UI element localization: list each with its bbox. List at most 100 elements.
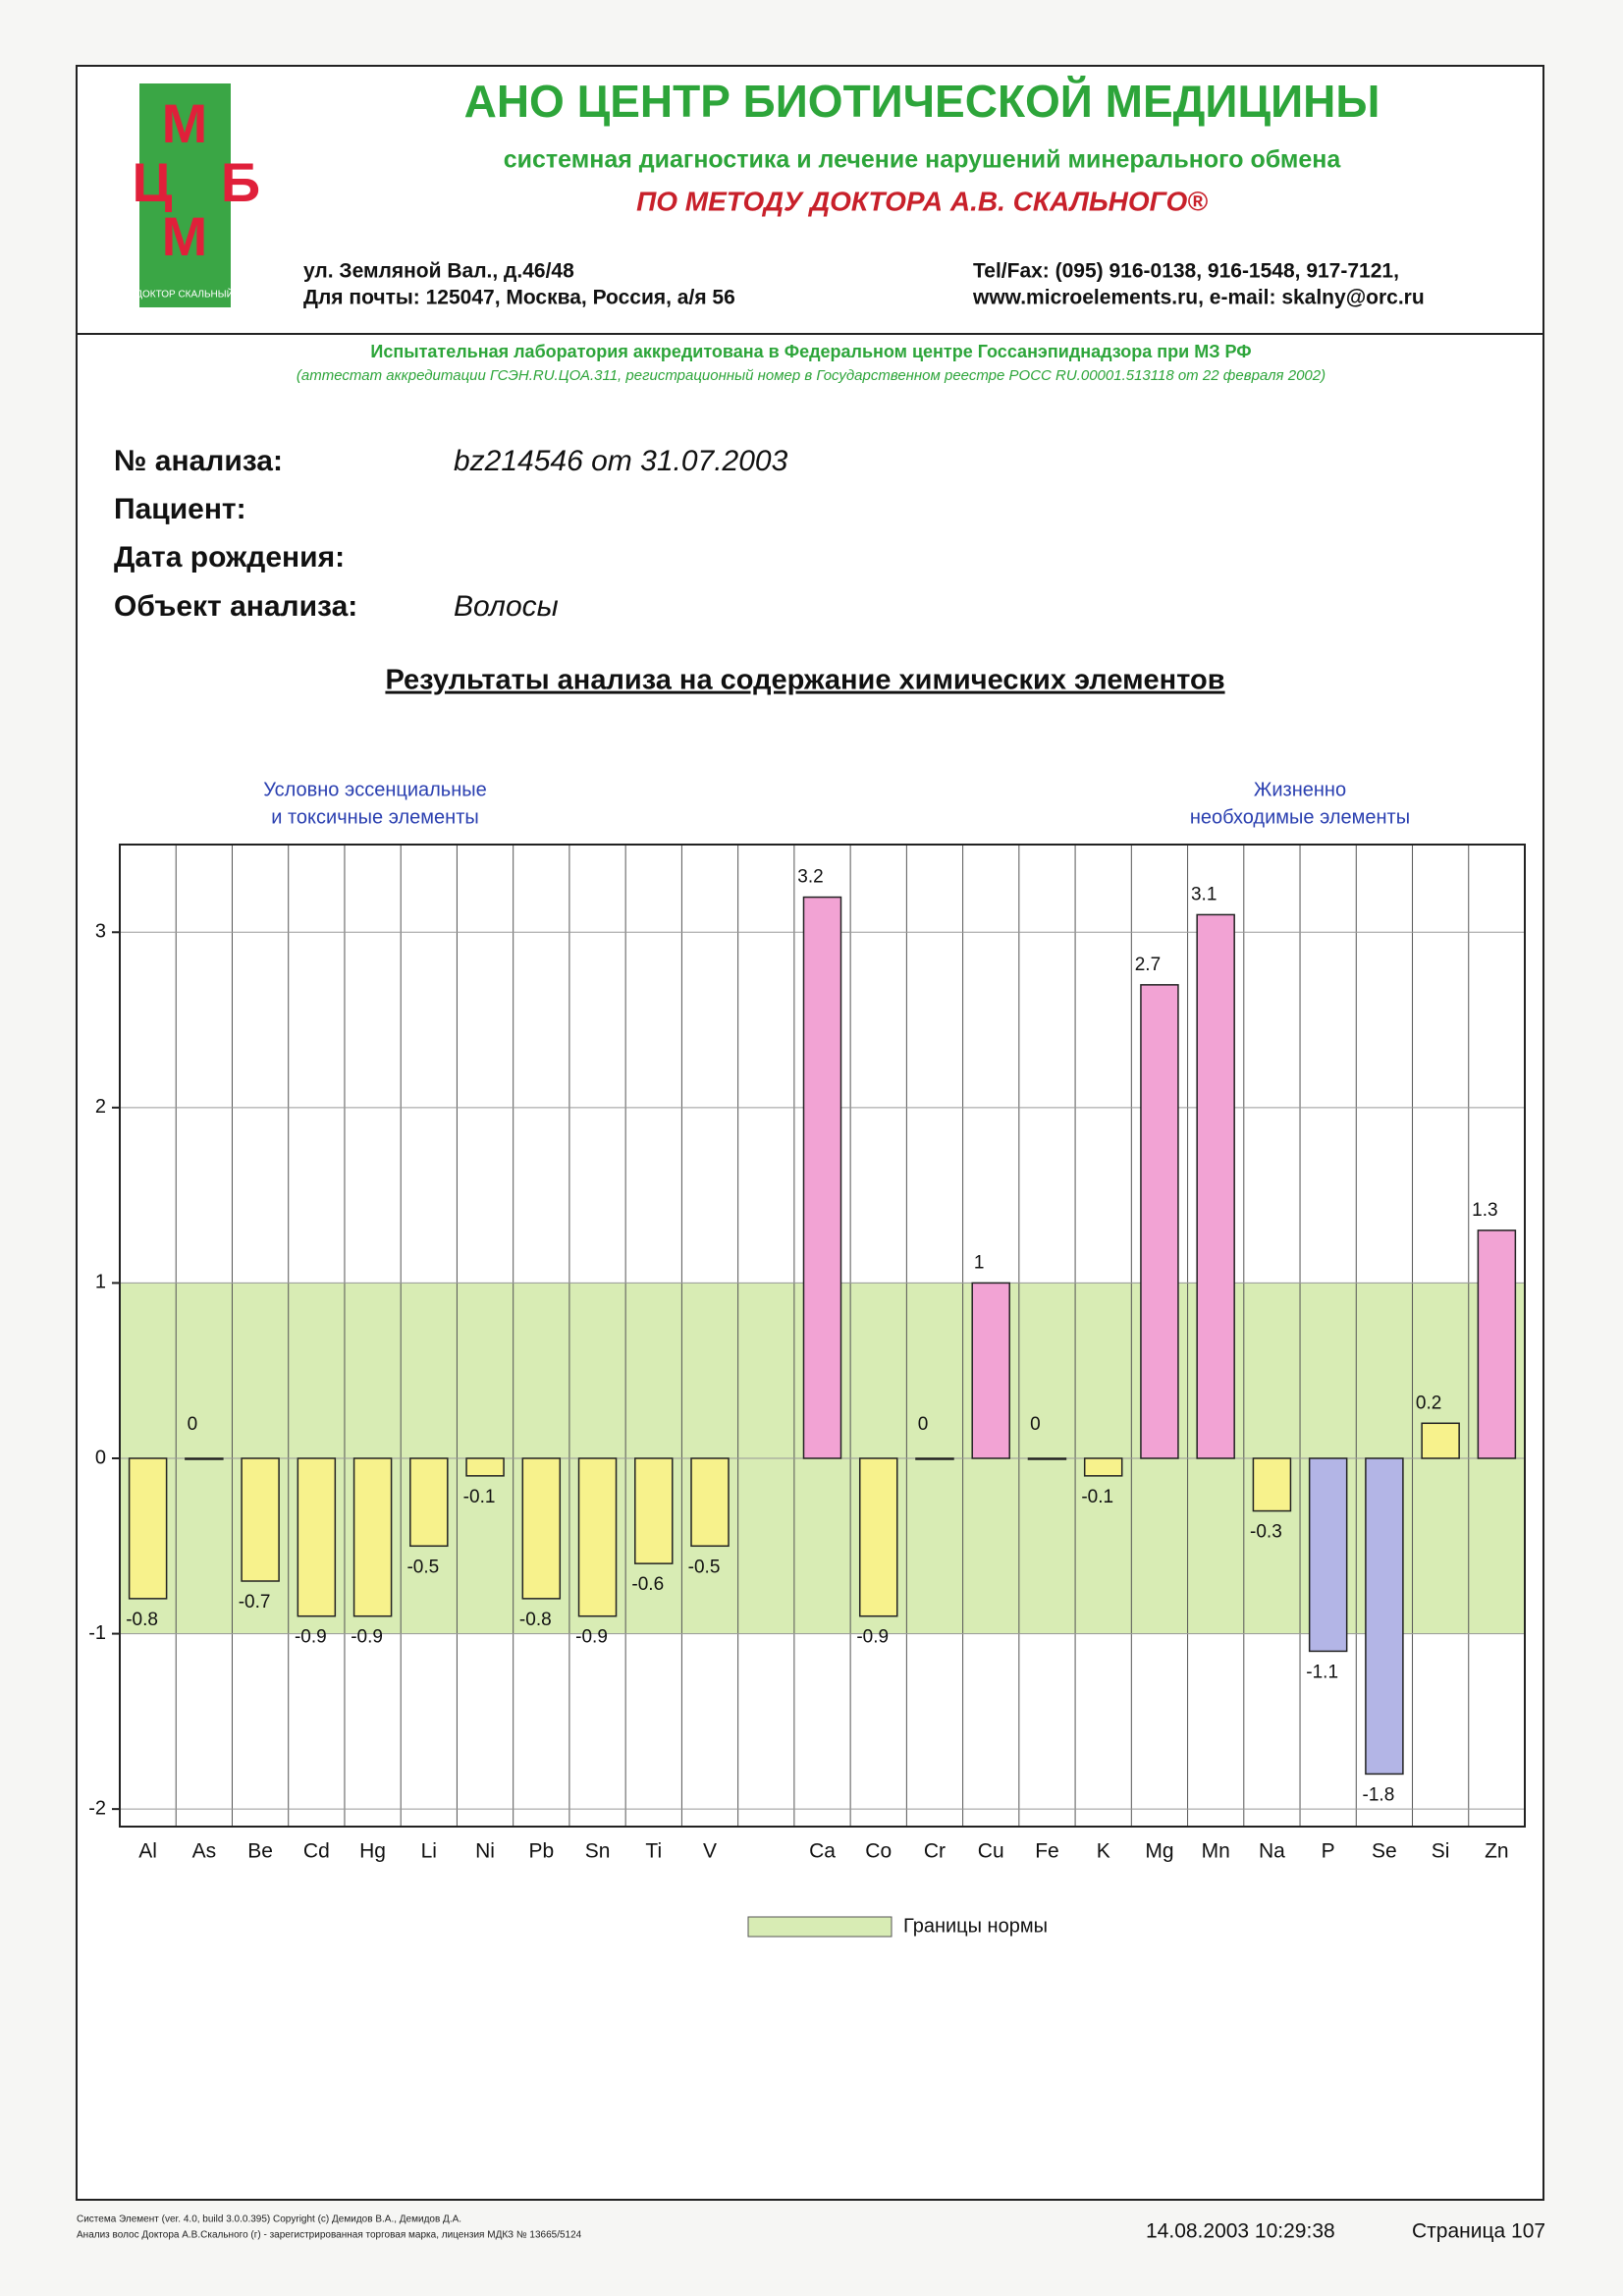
value-label: 0 [918, 1414, 929, 1435]
x-tick-label: Si [1432, 1840, 1450, 1863]
value-label: -0.6 [631, 1574, 664, 1595]
value-label: -0.5 [688, 1557, 721, 1577]
field-label: Дата рождения: [114, 541, 345, 574]
x-tick-label: Li [421, 1840, 437, 1863]
title: АНО ЦЕНТР БИОТИЧЕСКОЙ МЕДИЦИНЫ [464, 76, 1380, 127]
bar [1196, 913, 1235, 1459]
value-label: 3.2 [797, 867, 823, 888]
value-label: 1.3 [1472, 1200, 1497, 1221]
bar [971, 1282, 1010, 1459]
logo-letter: М [162, 92, 208, 154]
y-tick-label: -1 [88, 1622, 106, 1644]
contacts: Tel/Fax: (095) 916-0138, 916-1548, 917-7… [973, 260, 1399, 283]
bar [409, 1457, 449, 1548]
x-tick-label: Ca [809, 1840, 836, 1863]
y-tick-label: -2 [88, 1797, 106, 1819]
value-label: -0.1 [1081, 1487, 1113, 1507]
y-tick-label: 0 [95, 1447, 106, 1468]
x-tick-label: Zn [1485, 1840, 1509, 1863]
group-annotation: необходимые элементы [1190, 806, 1410, 828]
value-label: -0.9 [351, 1627, 383, 1648]
bar [634, 1457, 674, 1564]
group-annotation: Жизненно [1254, 779, 1346, 800]
subtitle: системная диагностика и лечение нарушени… [504, 146, 1342, 174]
x-tick-label: K [1097, 1840, 1110, 1863]
bar [465, 1457, 505, 1477]
x-tick-label: Ti [645, 1840, 662, 1863]
group-annotation: и токсичные элементы [271, 806, 478, 828]
logo-caption: ДОКТОР СКАЛЬНЫЙ [135, 288, 234, 301]
field-value: bz214546 от 31.07.2003 [454, 445, 788, 477]
x-tick-label: Be [247, 1840, 273, 1863]
value-label: 1 [974, 1252, 985, 1273]
value-label: -0.7 [239, 1592, 271, 1613]
value-label: -0.9 [575, 1627, 608, 1648]
value-label: 2.7 [1135, 955, 1161, 975]
bar [1421, 1422, 1460, 1459]
x-tick-label: As [192, 1840, 217, 1863]
method: ПО МЕТОДУ ДОКТОРА А.В. СКАЛЬНОГО® [636, 186, 1208, 216]
plot-border [119, 844, 1526, 1828]
value-label: -1.8 [1363, 1784, 1395, 1805]
y-tick-label: 1 [95, 1272, 106, 1293]
x-tick-label: Mn [1202, 1840, 1230, 1863]
value-label: 0 [1030, 1414, 1041, 1435]
address: ул. Земляной Вал., д.46/48 [303, 260, 574, 283]
x-tick-label: Cu [978, 1840, 1004, 1863]
footer-note: Анализ волос Доктора А.В.Скального (г) -… [77, 2230, 582, 2241]
y-tick-label: 2 [95, 1096, 106, 1118]
x-tick-label: Cr [924, 1840, 946, 1863]
x-tick-label: Pb [528, 1840, 554, 1863]
value-label: -0.8 [126, 1610, 158, 1630]
redaction [442, 489, 703, 577]
address: Для почты: 125047, Москва, Россия, а/я 5… [303, 287, 735, 309]
x-tick-label: Ni [475, 1840, 495, 1863]
x-tick-label: V [703, 1840, 717, 1863]
field-label: Объект анализа: [114, 590, 357, 623]
logo-letter: М [162, 205, 208, 267]
value-label: -0.8 [519, 1610, 552, 1630]
bar [128, 1457, 168, 1600]
value-label: -0.1 [463, 1487, 496, 1507]
bar [802, 896, 842, 1459]
x-tick-label: Mg [1145, 1840, 1173, 1863]
logo-letter: Ц [133, 151, 173, 213]
x-tick-label: Cd [303, 1840, 330, 1863]
value-label: 0.2 [1416, 1393, 1441, 1413]
legend-swatch [747, 1916, 893, 1938]
x-tick-label: P [1322, 1840, 1335, 1863]
footer-note: Система Элемент (ver. 4.0, build 3.0.0.3… [77, 2214, 461, 2225]
field-label: № анализа: [114, 445, 283, 477]
bar [1252, 1457, 1292, 1512]
certificate: (аттестат аккредитации ГСЭН.RU.ЦОА.311, … [297, 367, 1325, 384]
x-tick-label: Sn [585, 1840, 611, 1863]
bar [1365, 1457, 1404, 1776]
bar [1308, 1457, 1348, 1653]
bar [577, 1457, 618, 1617]
value-label: -0.5 [406, 1557, 439, 1577]
group-annotation: Условно эссенциальные [263, 779, 487, 800]
value-label: -0.3 [1250, 1522, 1282, 1543]
value-label: -0.9 [856, 1627, 889, 1648]
field-value: Волосы [454, 590, 559, 623]
x-tick-label: Fe [1035, 1840, 1059, 1863]
plot: -2 -1 0 1 2 3 Al -0.8 As 0 Be -0.7 Cd -0.9 Hg -0.9 Li -0.… [88, 844, 1526, 1938]
value-label: 0 [188, 1414, 198, 1435]
bar [241, 1457, 280, 1582]
bar [352, 1457, 393, 1617]
contacts: www.microelements.ru, e-mail: skalny@orc… [972, 287, 1425, 309]
footer-page: Страница 107 [1412, 2220, 1545, 2243]
logo-letter: Б [221, 151, 260, 213]
accreditation: Испытательная лаборатория аккредитована … [370, 342, 1251, 361]
legend-label: Границы нормы [903, 1915, 1048, 1937]
field-label: Пациент: [114, 493, 246, 525]
x-tick-label: Hg [359, 1840, 386, 1863]
x-tick-label: Se [1372, 1840, 1397, 1863]
logo [139, 83, 231, 307]
bar [1083, 1457, 1123, 1477]
bar [297, 1457, 337, 1617]
bar [185, 1457, 224, 1460]
x-tick-label: Al [138, 1840, 157, 1863]
